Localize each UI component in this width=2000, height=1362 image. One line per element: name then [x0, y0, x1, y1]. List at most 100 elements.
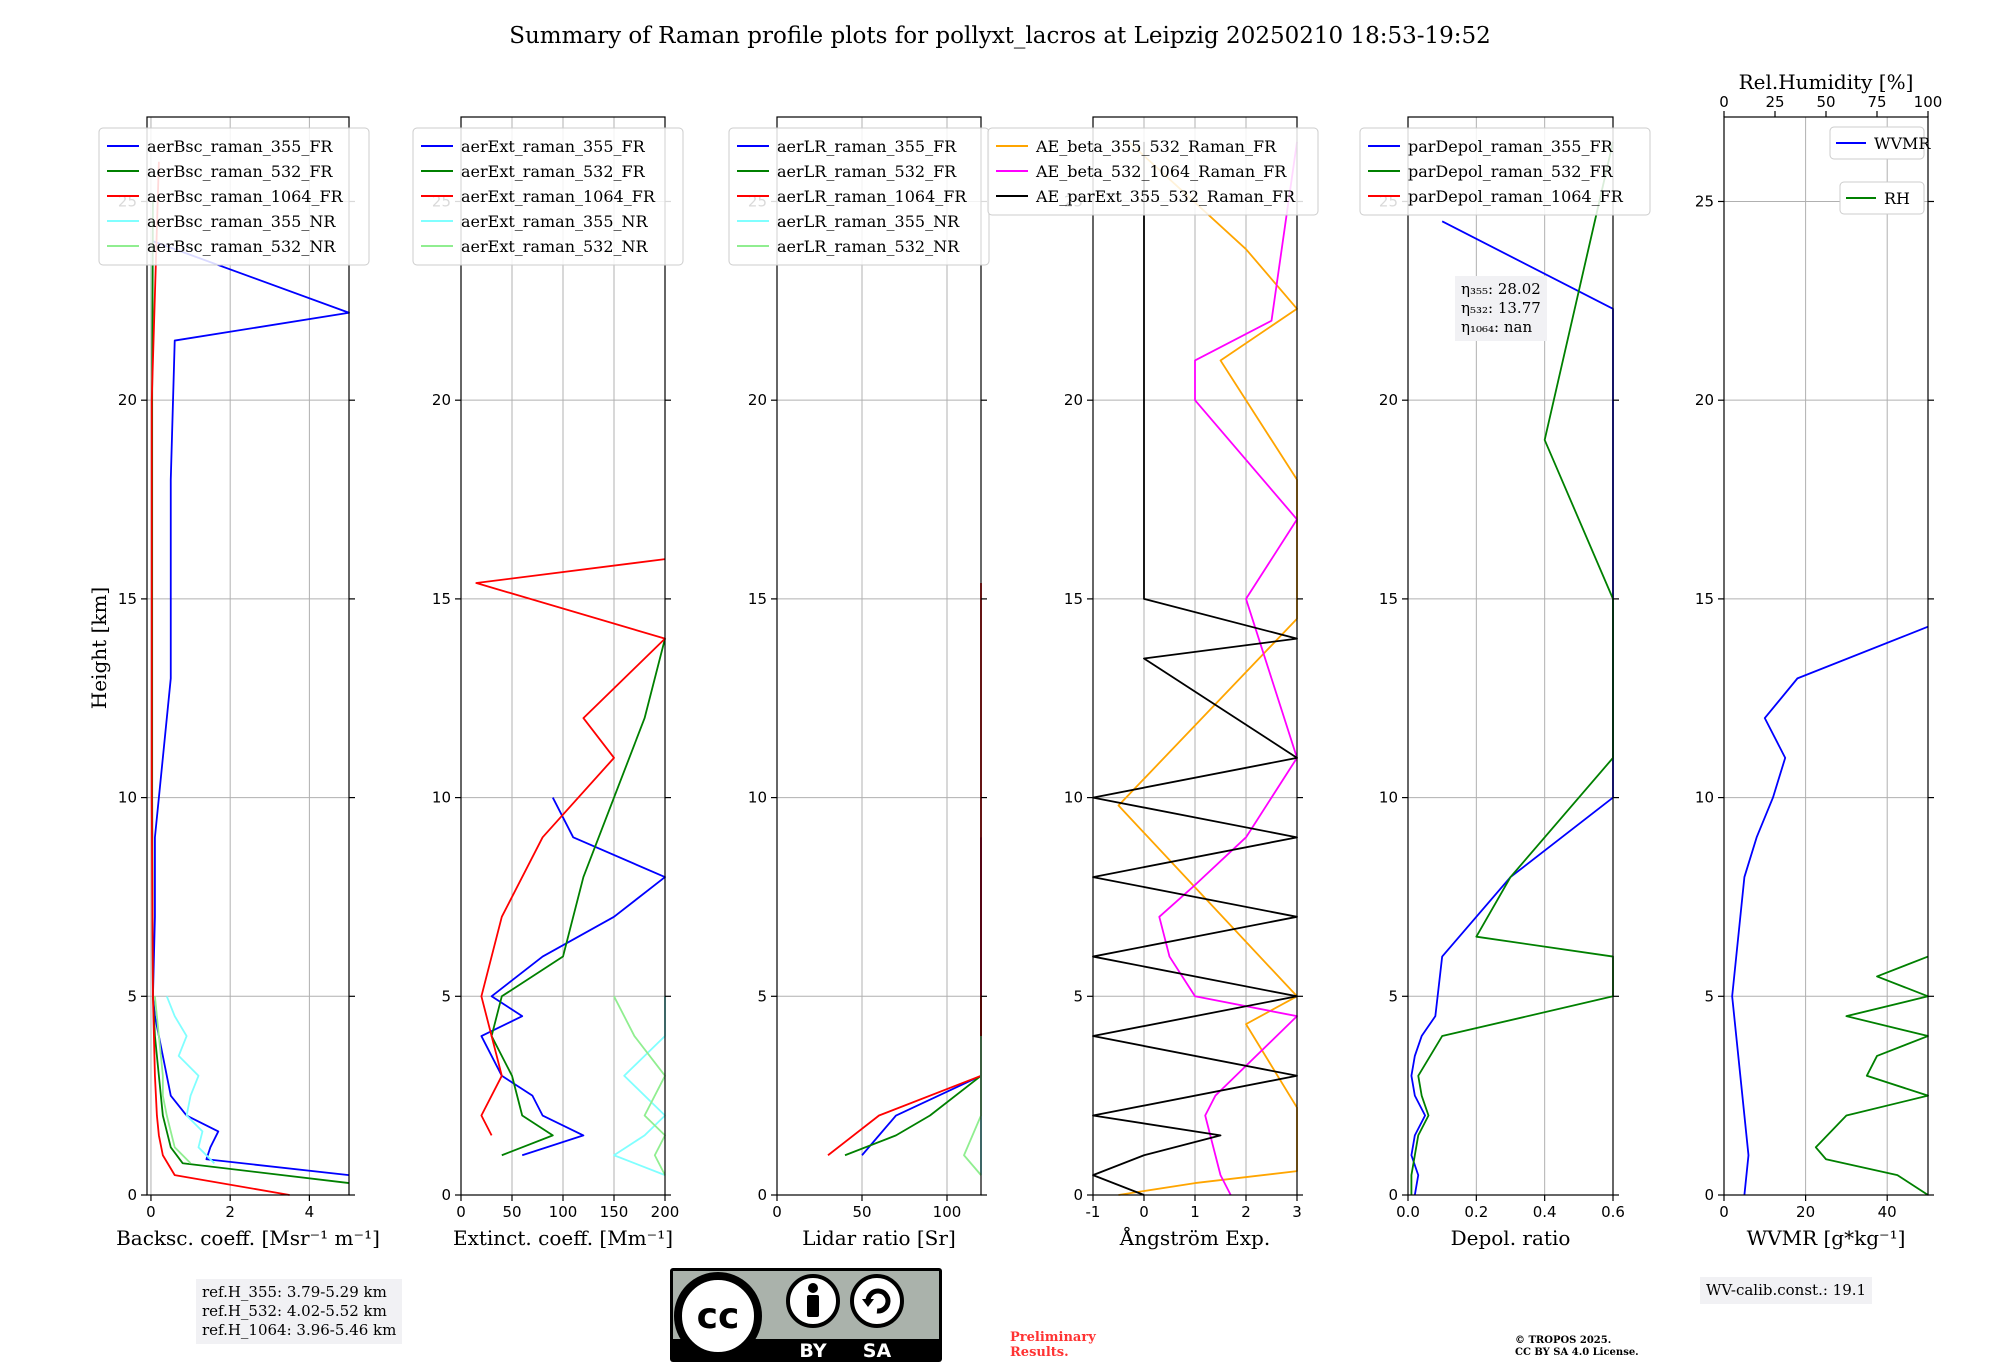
- legend-entry: aerExt_raman_1064_FR: [461, 187, 656, 206]
- x-tick-label: 150: [600, 1203, 629, 1221]
- x-tick-label: 200: [651, 1203, 680, 1221]
- y-tick-label: 15: [432, 590, 451, 608]
- preliminary-results-note: Preliminary Results.: [1010, 1330, 1096, 1360]
- wv-calibration-box: WV-calib.const.: 19.1: [1700, 1277, 1873, 1304]
- y-tick-label: 10: [1064, 789, 1083, 807]
- legend-box: [98, 127, 370, 266]
- y-tick-label: 15: [748, 590, 767, 608]
- copyright-line-2: CC BY SA 4.0 License.: [1515, 1347, 1639, 1358]
- legend-entry: aerBsc_raman_532_NR: [147, 237, 336, 256]
- cc-logo-icon: [674, 1272, 762, 1360]
- legend-entry: aerLR_raman_355_FR: [777, 137, 957, 156]
- legend-entry: parDepol_raman_1064_FR: [1408, 187, 1624, 206]
- y-tick-label: 0: [1704, 1186, 1714, 1204]
- legend-entry: aerBsc_raman_532_FR: [147, 162, 333, 181]
- panel-4: -101230510152025Ångström Exp.AE_beta_355…: [987, 116, 1319, 1250]
- ref-h-532: ref.H_532: 4.02-5.52 km: [202, 1302, 387, 1320]
- y-tick-label: 0: [441, 1186, 451, 1204]
- x-axis-label: WVMR [g*kg⁻¹]: [1747, 1226, 1906, 1250]
- top-x-tick-label: 100: [1914, 93, 1943, 111]
- x-axis-label: Ångström Exp.: [1119, 1225, 1270, 1250]
- legend-entry: parDepol_raman_532_FR: [1408, 162, 1614, 181]
- panel-3: 0501000510152025Lidar ratio [Sr]aerLR_ra…: [728, 116, 990, 1250]
- legend-entry: aerLR_raman_532_NR: [777, 237, 960, 256]
- legend-entry: aerExt_raman_355_NR: [461, 212, 649, 231]
- legend-entry: RH: [1884, 189, 1910, 208]
- ref-h-1064: ref.H_1064: 3.96-5.46 km: [202, 1321, 397, 1339]
- legend-entry: aerLR_raman_532_FR: [777, 162, 957, 181]
- y-tick-label: 0: [1388, 1186, 1398, 1204]
- legend-entry: aerLR_raman_1064_FR: [777, 187, 967, 206]
- series-AE_beta_355_532_Raman_FR: [1117, 141, 1298, 1196]
- panel-5: 0.00.20.40.60510152025Depol. ratioparDep…: [1359, 116, 1651, 1250]
- y-tick-label: 5: [757, 987, 767, 1005]
- panels-group: 0240510152025Backsc. coeff. [Msr⁻¹ m⁻¹]a…: [98, 70, 1942, 1250]
- legend-entry: AE_parExt_355_532_Raman_FR: [1035, 187, 1296, 206]
- legend-box: [1359, 127, 1651, 216]
- copyright-line-1: © TROPOS 2025.: [1515, 1335, 1612, 1346]
- cc-by-sa-badge: cc BY SA: [670, 1268, 942, 1362]
- series-aerExt_raman_532_FR: [490, 638, 666, 1157]
- legend-box-rh: [1839, 181, 1925, 215]
- panel-2: 0501001502000510152025Extinct. coeff. [M…: [412, 116, 684, 1250]
- series-WVMR: [1731, 625, 1929, 1196]
- x-tick-label: 0: [1139, 1203, 1149, 1221]
- y-tick-label: 15: [118, 590, 137, 608]
- sa-label: SA: [863, 1340, 892, 1362]
- series-aerBsc_raman_355_NR: [165, 995, 215, 1164]
- y-tick-label: 5: [1073, 987, 1083, 1005]
- series-aerBsc_raman_1064_FR: [150, 161, 290, 1196]
- y-tick-label: 5: [127, 987, 137, 1005]
- top-axis-label: Rel.Humidity [%]: [1739, 70, 1914, 94]
- series-aerExt_raman_355_NR: [613, 996, 666, 1176]
- x-tick-label: 2: [1241, 1203, 1251, 1221]
- legend-entry: parDepol_raman_355_FR: [1408, 137, 1614, 156]
- x-tick-label: 0.0: [1396, 1203, 1420, 1221]
- legend-entry: aerBsc_raman_355_FR: [147, 137, 333, 156]
- y-tick-label: 0: [757, 1186, 767, 1204]
- axes-frame: [1723, 116, 1929, 1196]
- y-tick-label: 10: [1379, 789, 1398, 807]
- x-tick-label: 3: [1292, 1203, 1302, 1221]
- legend-entry: aerBsc_raman_1064_FR: [147, 187, 344, 206]
- wv-calib-constant: WV-calib.const.: 19.1: [1706, 1281, 1867, 1299]
- top-x-tick-label: 75: [1867, 93, 1886, 111]
- cc-logo-text: cc: [697, 1296, 740, 1337]
- y-tick-label: 25: [1695, 192, 1714, 210]
- series-AE_beta_532_1064_Raman_FR: [1158, 141, 1298, 1196]
- x-tick-label: 2: [225, 1203, 235, 1221]
- figure-title: Summary of Raman profile plots for polly…: [509, 23, 1491, 49]
- copyright-note: © TROPOS 2025. CC BY SA 4.0 License.: [1515, 1335, 1639, 1359]
- axes-frame: [146, 116, 350, 1196]
- preliminary-line-2: Results.: [1010, 1345, 1069, 1360]
- legend-box: [987, 127, 1319, 216]
- axes-frame: [776, 116, 982, 1196]
- legend-entry: aerLR_raman_355_NR: [777, 212, 960, 231]
- series-aerExt_raman_532_NR: [613, 995, 666, 1176]
- x-tick-label: 40: [1878, 1203, 1897, 1221]
- y-axis-label: Height [km]: [87, 587, 111, 709]
- legend-entry: aerExt_raman_355_FR: [461, 137, 646, 156]
- x-tick-label: 4: [305, 1203, 315, 1221]
- legend-entry: aerBsc_raman_355_NR: [147, 212, 336, 231]
- y-tick-label: 20: [118, 391, 137, 409]
- y-tick-label: 15: [1379, 590, 1398, 608]
- series-aerBsc_raman_532_FR: [151, 201, 350, 1184]
- y-tick-label: 10: [1695, 789, 1714, 807]
- series-RH: [1814, 955, 1929, 1196]
- x-axis-label: Lidar ratio [Sr]: [802, 1226, 956, 1250]
- series-aerBsc_raman_532_NR: [154, 996, 192, 1164]
- eta-532-label: η₅₃₂: 13.77: [1461, 299, 1541, 317]
- x-tick-label: 50: [502, 1203, 521, 1221]
- x-tick-label: 20: [1796, 1203, 1815, 1221]
- y-tick-label: 5: [1388, 987, 1398, 1005]
- eta-annotation: η₃₅₅: 28.02 η₅₃₂: 13.77 η₁₀₆₄: nan: [1455, 276, 1547, 341]
- y-tick-label: 0: [1073, 1186, 1083, 1204]
- x-tick-label: 0: [1719, 1203, 1729, 1221]
- y-tick-label: 5: [441, 987, 451, 1005]
- x-axis-label: Backsc. coeff. [Msr⁻¹ m⁻¹]: [116, 1226, 380, 1250]
- y-tick-label: 10: [432, 789, 451, 807]
- y-tick-label: 20: [432, 391, 451, 409]
